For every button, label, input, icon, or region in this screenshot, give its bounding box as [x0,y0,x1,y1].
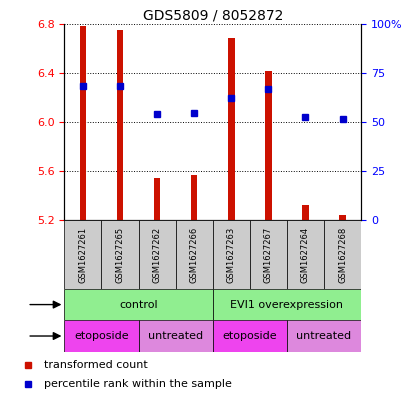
Bar [213,289,361,320]
Text: etoposide: etoposide [74,331,129,341]
Bar [228,39,234,220]
Bar [64,289,213,320]
Bar [80,26,86,220]
Text: transformed count: transformed count [44,360,148,370]
Bar [139,220,176,289]
Bar [339,215,346,220]
Text: EVI1 overexpression: EVI1 overexpression [230,299,343,310]
Bar [64,220,101,289]
Text: GSM1627267: GSM1627267 [264,226,273,283]
Bar [176,220,213,289]
Bar [324,220,361,289]
Text: GSM1627261: GSM1627261 [78,226,88,283]
Bar [191,174,198,220]
Text: GSM1627262: GSM1627262 [153,226,161,283]
Text: control: control [119,299,158,310]
Bar [287,320,361,352]
Title: GDS5809 / 8052872: GDS5809 / 8052872 [142,8,283,22]
Text: GSM1627264: GSM1627264 [301,226,310,283]
Bar [250,220,287,289]
Bar [117,30,123,220]
Text: etoposide: etoposide [222,331,277,341]
Bar [139,320,213,352]
Text: GSM1627263: GSM1627263 [227,226,236,283]
Text: untreated: untreated [148,331,203,341]
Bar [154,178,160,220]
Text: GSM1627268: GSM1627268 [338,226,347,283]
Bar [213,220,250,289]
Text: percentile rank within the sample: percentile rank within the sample [44,379,232,389]
Bar [302,206,309,220]
Bar [265,72,272,220]
Bar [287,220,324,289]
Bar [64,320,139,352]
Text: untreated: untreated [296,331,352,341]
Text: GSM1627266: GSM1627266 [190,226,199,283]
Bar [213,320,287,352]
Bar [101,220,139,289]
Text: GSM1627265: GSM1627265 [115,226,124,283]
